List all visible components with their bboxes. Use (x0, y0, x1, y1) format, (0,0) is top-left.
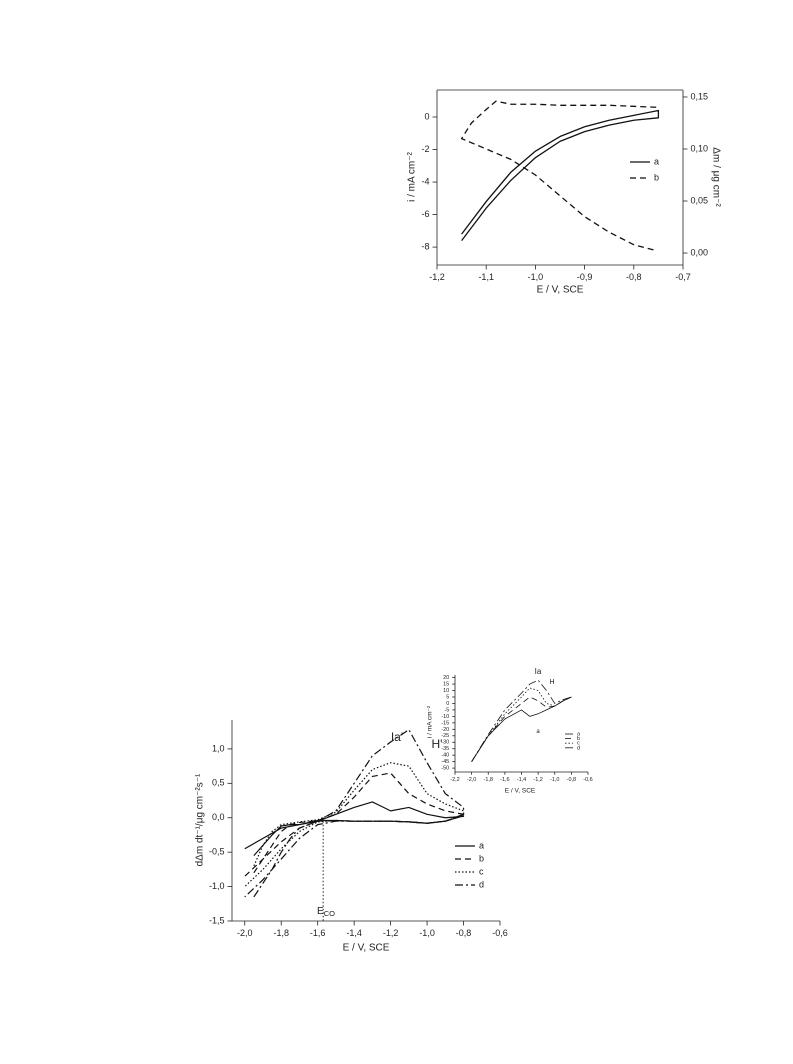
annotation-text: a (536, 729, 540, 735)
y-tick-label: -1,0 (209, 881, 225, 891)
x-tick-label: -1,0 (550, 777, 559, 783)
annotation: Ia' (391, 730, 403, 744)
y2-tick-label: 0,00 (691, 247, 709, 257)
annotation-text: E (317, 906, 324, 917)
x-tick-label: -0,7 (675, 272, 691, 282)
x-tick-label: -1,6 (310, 928, 326, 938)
y-tick-label: 0 (446, 701, 449, 707)
y-tick-label: -10 (441, 714, 449, 720)
x-tick-label: -1,4 (517, 777, 526, 783)
legend-label: d (577, 745, 580, 751)
annotation-text: Ia (535, 667, 542, 676)
y-tick-label: 10 (443, 688, 449, 694)
y-tick-label: -1,5 (209, 915, 225, 925)
y-tick-label: 0,0 (212, 812, 225, 822)
y-tick-label: -5 (444, 707, 449, 713)
legend-label: b (577, 736, 580, 742)
y-tick-label: -35 (441, 746, 449, 752)
y2-axis-label: Δm / μg cm⁻² (710, 147, 721, 207)
legend-label: c (479, 866, 484, 876)
legend-label: b (479, 853, 484, 863)
legend-label: a (654, 156, 659, 166)
x-tick-label: -0,8 (626, 272, 642, 282)
x-tick-label: -1,2 (533, 777, 542, 783)
y-tick-label: -25 (441, 733, 449, 739)
y-tick-label: -2 (421, 144, 429, 154)
annotation: a (536, 729, 540, 735)
data-line (460, 100, 659, 251)
chart: -2,2 -2,0 -1,8 -1,6 -1,4 -1,2 -1,0 -0,8 -0,6 2015… (427, 667, 593, 795)
legend-label: a (479, 840, 484, 850)
x-tick-label: -0,9 (577, 272, 593, 282)
y2-tick-label: 0,05 (691, 195, 709, 205)
x-tick-label: -1,1 (478, 272, 494, 282)
x-tick-label: -1,0 (528, 272, 544, 282)
x-axis-label: E / V, SCE (537, 285, 584, 296)
y2-tick-label: 0,10 (691, 143, 709, 153)
x-tick-label: -1,6 (500, 777, 509, 783)
annotation-text: H' (432, 737, 443, 751)
y-tick-label: -30 (441, 740, 449, 746)
data-line (244, 729, 465, 898)
y-axis-label: dΔm dt⁻¹/μg cm⁻²s⁻¹ (195, 773, 206, 866)
annotation-text: H (549, 679, 554, 686)
y-tick-label: -8 (421, 241, 429, 251)
annotation-subscript: CO (324, 909, 335, 918)
y-tick-label: 15 (443, 682, 449, 688)
y-axis-label: i / mA cm⁻² (407, 151, 418, 201)
chart: -1,2 -1,1 -1,0 -0,9 -0,8 -0,7 -8 -6 -4 -2 0 0,00 0,0… (407, 89, 721, 296)
data-line (244, 762, 465, 888)
x-tick-label: -1,0 (419, 928, 435, 938)
y2-tick-label: 0,15 (691, 91, 709, 101)
y-tick-label: 0 (424, 111, 429, 121)
x-tick-label: -1,8 (484, 777, 493, 783)
x-axis-label: E / V, SCE (343, 943, 390, 954)
x-tick-label: -1,2 (429, 272, 445, 282)
annotation: ECO (317, 906, 335, 918)
legend-label: d (479, 879, 484, 889)
x-tick-label: -1,2 (383, 928, 399, 938)
data-line (471, 696, 572, 762)
y-tick-label: -4 (421, 176, 429, 186)
y-axis-label: i / mA cm⁻² (427, 705, 434, 738)
annotation-text: Ia' (391, 730, 403, 744)
annotation: H (549, 679, 554, 686)
x-tick-label: -0,8 (567, 777, 576, 783)
data-line (471, 679, 572, 762)
chart: -2,0 -1,8 -1,6 -1,4 -1,2 -1,0 -0,8 -0,6 -1,5 -1,0… (195, 720, 508, 954)
legend-label: b (654, 172, 659, 182)
x-tick-label: -2,0 (237, 928, 253, 938)
y-tick-label: 5 (446, 694, 449, 700)
y-tick-label: 20 (443, 675, 449, 681)
y-tick-label: -20 (441, 727, 449, 733)
y-tick-label: 1,0 (212, 743, 225, 753)
y-tick-label: -15 (441, 720, 449, 726)
data-line (461, 109, 660, 241)
y-tick-label: 0,5 (212, 778, 225, 788)
y-tick-label: -45 (441, 759, 449, 765)
x-axis-label: E / V, SCE (505, 788, 536, 795)
y-tick-label: -0,5 (209, 847, 225, 857)
data-line (471, 687, 572, 762)
data-line (244, 772, 465, 877)
x-tick-label: -0,6 (492, 928, 508, 938)
x-tick-label: -0,6 (583, 777, 592, 783)
x-tick-label: -0,8 (456, 928, 472, 938)
x-tick-label: -1,8 (273, 928, 289, 938)
y-tick-label: -6 (421, 209, 429, 219)
annotation: Ia (535, 667, 542, 676)
legend-label: c (577, 741, 580, 747)
annotation: H' (432, 737, 443, 751)
legend-label: a (577, 731, 581, 737)
x-tick-label: -1,4 (346, 928, 362, 938)
y-tick-label: -50 (441, 766, 449, 772)
y-tick-label: -40 (441, 753, 449, 759)
x-tick-label: -2,2 (450, 777, 459, 783)
x-tick-label: -2,0 (467, 777, 476, 783)
